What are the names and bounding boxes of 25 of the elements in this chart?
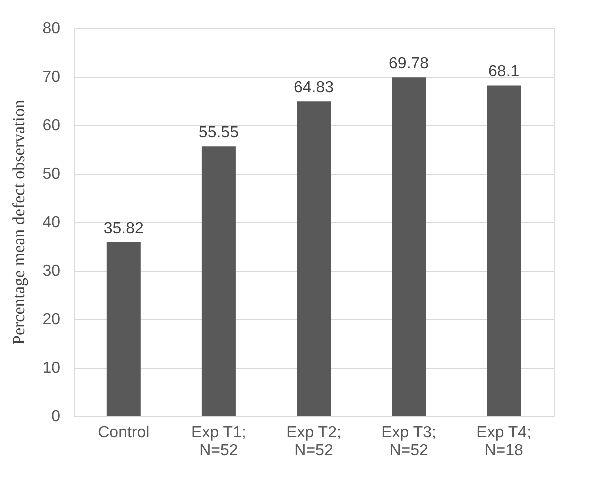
y-tick-label: 10 [42,360,61,377]
data-label: 68.1 [488,64,520,81]
y-tick-label: 20 [42,312,61,328]
y-axis-title: Percentage mean defect observation [10,100,29,345]
x-tick-label: Exp T2; N=52 [286,424,342,460]
y-tick-label: 80 [42,20,61,38]
bar [202,146,236,416]
y-tick-label: 50 [42,166,61,183]
y-tick-label: 30 [42,263,61,280]
bar [487,86,522,416]
y-tick-label: 70 [42,69,61,86]
data-label: 35.82 [104,220,144,238]
bar [106,242,141,416]
y-tick-label: 60 [42,118,61,134]
x-tick-label: Control [98,424,150,442]
x-tick-label: Exp T4; N=18 [476,424,532,460]
x-tick-label: Exp T1; N=52 [192,424,246,460]
bar [392,78,426,416]
data-label: 69.78 [389,56,430,73]
bar [297,102,331,416]
y-tick-label: 0 [52,408,61,426]
x-tick-label: Exp T3; N=52 [382,424,436,460]
data-label: 64.83 [294,80,334,97]
data-label: 55.55 [198,124,240,142]
y-tick-label: 40 [42,214,61,232]
